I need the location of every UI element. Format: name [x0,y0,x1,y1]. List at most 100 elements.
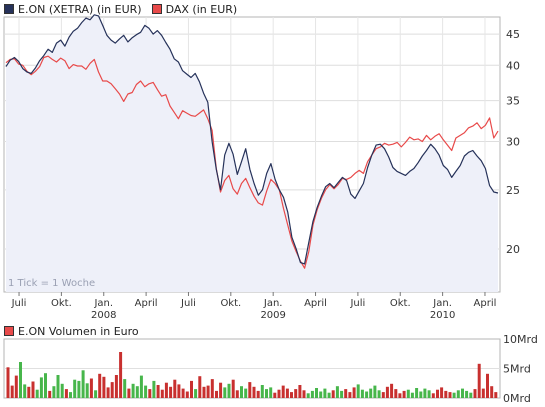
volume-bar [360,389,364,398]
volume-bar [198,376,202,398]
volume-bar [244,388,248,398]
volume-bar [423,388,427,398]
volume-bar [306,393,310,398]
volume-bar [64,389,68,398]
volume-bar [235,390,239,398]
volume-bar [35,389,39,398]
volume-bar [164,382,168,398]
legend-swatch-volume [4,326,14,336]
volume-bar [427,390,431,398]
volume-bar [436,389,439,398]
volume-bar [106,387,110,398]
legend-item-dax: DAX (in EUR) [151,2,238,16]
price-y-tick-label: 20 [506,243,520,256]
volume-bar [265,389,268,398]
volume-bar [465,390,469,398]
volume-bar [14,375,18,398]
price-y-tick-label: 45 [506,28,520,41]
volume-bar [152,380,156,398]
volume-bar [252,386,256,398]
volume-bar [31,381,35,398]
price-x-tick-label: Juli [180,298,196,309]
volume-legend: E.ON Volumen in Euro [4,324,139,338]
volume-bar [231,379,235,398]
volume-bar [202,386,206,398]
volume-bar [481,388,485,398]
series-line-eon [5,14,499,265]
volume-bar [56,375,60,398]
volume-bar [410,392,414,398]
volume-bar [310,390,314,398]
volume-bar [477,363,481,398]
volume-bar [19,362,22,398]
volume-bar [73,379,77,398]
volume-bar [173,379,177,398]
legend-label-dax: DAX (in EUR) [165,2,238,16]
volume-bar [352,387,356,398]
volume-bar [469,392,473,398]
volume-bar [269,387,273,398]
volume-bar [285,388,289,398]
volume-bar [110,382,114,398]
volume-bar [398,393,402,398]
volume-bar [85,383,89,399]
price-x-tick-label: Okt. [220,298,241,309]
volume-bar [81,370,85,398]
volume-bar [194,389,198,398]
volume-bar [131,383,135,398]
volume-bar [461,388,464,398]
volume-bar [223,387,227,398]
eon-area-fill [6,14,498,293]
volume-bar [456,390,460,398]
price-x-tick-label: Jan. [93,298,113,309]
volume-bar [452,392,456,398]
volume-bar [102,376,106,398]
volume-bar [6,367,10,398]
volume-bar [327,392,331,398]
volume-bar [139,375,143,398]
volume-bar [315,388,318,398]
volume-bar [323,388,327,398]
price-legend: E.ON (XETRA) (in EUR) DAX (in EUR) [4,2,237,16]
volume-bar [227,383,231,398]
price-x-tick-label: Okt. [51,298,72,309]
volume-bar [144,385,148,398]
price-y-tick-label: 25 [506,184,520,197]
legend-label-volume: E.ON Volumen in Euro [18,324,139,338]
volume-y-tick-label: 10Mrd [503,333,538,346]
volume-bar [365,391,369,398]
volume-bar [394,389,398,398]
volume-bar [23,384,27,398]
volume-bar [215,390,218,398]
volume-bar [60,383,64,398]
volume-bar [440,387,444,398]
volume-bar [344,389,348,398]
volume-bar [486,373,489,398]
price-x-tick-label: Jan. [263,298,283,309]
price-x-tick-label: April [304,298,327,309]
volume-bar [385,386,389,398]
series-line-dax [5,55,499,269]
price-x-year-label: 2009 [260,310,285,321]
volume-bar [210,379,214,398]
volume-bar [27,386,31,398]
volume-bar [356,384,360,398]
price-x-year-label: 2008 [91,310,116,321]
legend-label-eon: E.ON (XETRA) (in EUR) [18,2,142,16]
volume-bar [48,390,52,398]
volume-bar [348,392,352,398]
volume-bar [319,391,323,398]
volume-bar [298,385,302,398]
volume-bar [277,389,281,398]
volume-bar [114,375,118,398]
volume-bar [52,386,56,398]
volume-bar [369,388,373,398]
volume-y-tick-label: 5Mrd [503,363,531,376]
price-y-tick-label: 35 [506,95,520,108]
volume-bar [219,382,223,398]
price-x-year-label: 2010 [430,310,455,321]
volume-bar [431,393,435,398]
volume-panel: 10Mrd 5Mrd 0Mrd [3,333,538,405]
volume-bar [490,386,494,398]
